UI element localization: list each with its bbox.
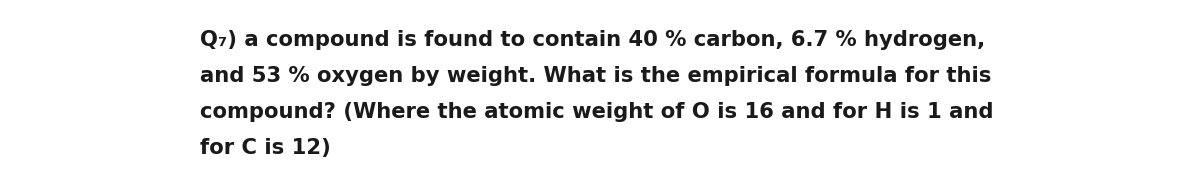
Text: Q₇) a compound is found to contain 40 % carbon, 6.7 % hydrogen,: Q₇) a compound is found to contain 40 % … bbox=[200, 30, 985, 50]
Text: compound? (Where the atomic weight of O is 16 and for H is 1 and: compound? (Where the atomic weight of O … bbox=[200, 102, 994, 122]
Text: and 53 % oxygen by weight. What is the empirical formula for this: and 53 % oxygen by weight. What is the e… bbox=[200, 66, 991, 86]
Text: for C is 12): for C is 12) bbox=[200, 138, 331, 158]
